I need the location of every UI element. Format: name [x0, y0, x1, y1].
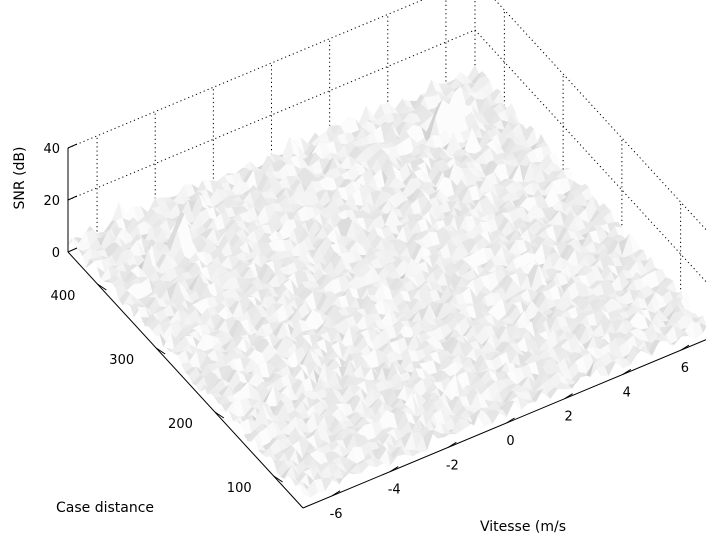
distance-tick	[214, 411, 225, 419]
distance-tick-label: 100	[227, 481, 252, 496]
vitesse-axis-label: Vitesse (m/s	[480, 519, 566, 535]
vitesse-tick	[622, 369, 632, 375]
surface-mesh	[67, 64, 706, 499]
snr-tick-label: 20	[43, 194, 60, 209]
snr-tick-label: 40	[43, 142, 60, 157]
snr-tick	[67, 195, 78, 201]
vitesse-tick-label: 0	[506, 434, 514, 449]
distance-tick	[273, 475, 283, 483]
vitesse-tick-label: -6	[330, 507, 343, 522]
snr-axis-label: SNR (dB)	[12, 147, 28, 210]
vitesse-tick	[331, 490, 341, 497]
vitesse-tick-label: 2	[565, 410, 573, 425]
vitesse-tick	[506, 417, 515, 424]
vitesse-tick-label: -4	[388, 483, 401, 498]
vitesse-tick	[564, 393, 573, 400]
snr-tick-label: 0	[52, 246, 60, 261]
vitesse-tick	[389, 466, 399, 472]
distance-tick	[155, 347, 166, 355]
distance-tick-label: 200	[168, 417, 193, 432]
distance-tick-label: 400	[51, 289, 76, 304]
distance-axis-label: Case distance	[56, 500, 154, 516]
vitesse-tick-label: 6	[681, 361, 689, 376]
distance-tick	[97, 283, 107, 291]
snr-tick	[67, 247, 78, 253]
vitesse-tick-label: 4	[623, 385, 631, 400]
tick-layer: -6 -4 -2 0 2 4 6 100 200 300 400 0 20 40	[43, 142, 690, 522]
surface-patch	[299, 483, 311, 499]
vitesse-tick-label: -2	[446, 458, 459, 473]
vitesse-tick	[448, 441, 457, 448]
snr-tick	[67, 143, 78, 149]
distance-axis-line	[67, 251, 304, 509]
vitesse-tick	[680, 344, 690, 351]
distance-tick-label: 300	[109, 353, 134, 368]
